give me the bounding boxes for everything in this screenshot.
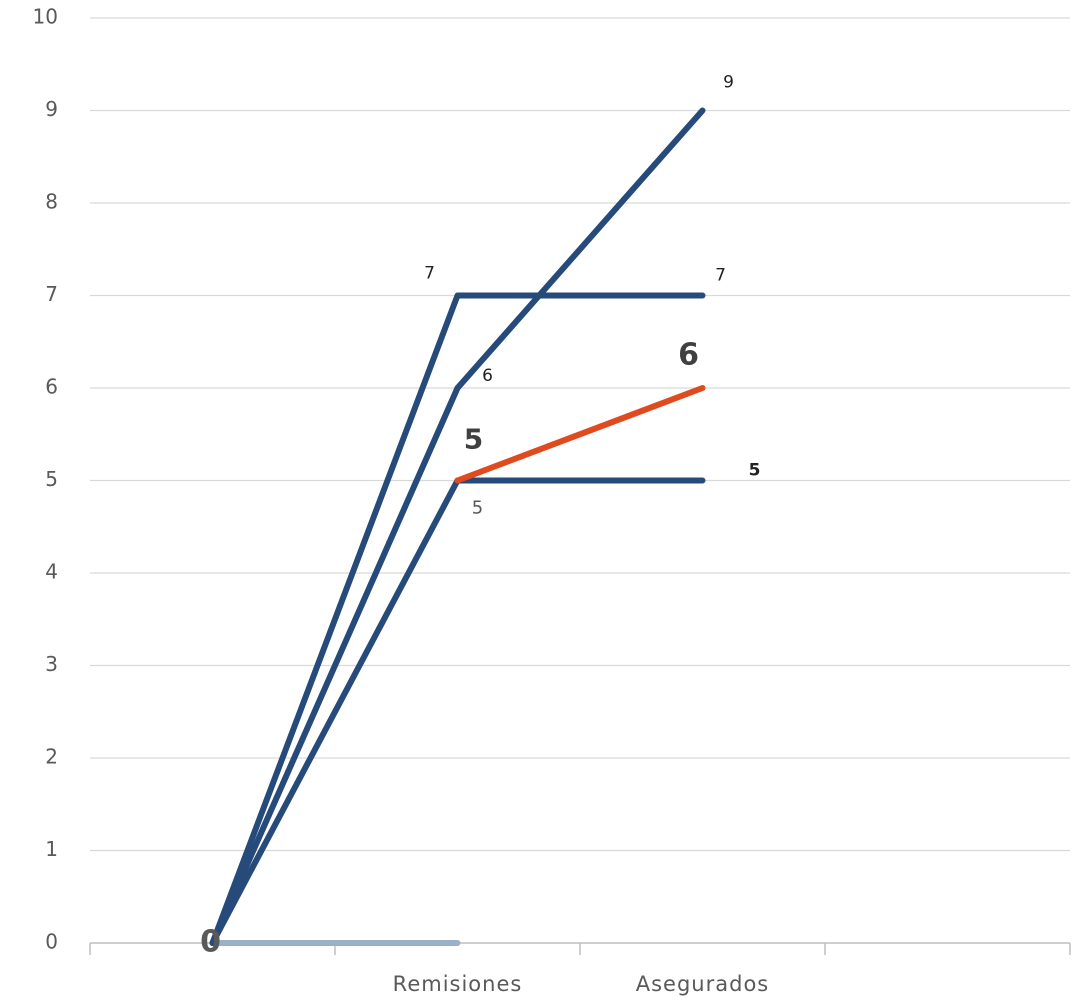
y-tick-label: 0 — [45, 930, 58, 954]
y-tick-label: 6 — [45, 375, 58, 399]
data-label: 9 — [723, 73, 734, 93]
y-tick-label: 10 — [33, 5, 58, 29]
y-tick-label: 3 — [45, 652, 58, 676]
x-tick-label: Remisiones — [393, 972, 523, 996]
data-label: 6 — [678, 338, 699, 373]
y-tick-label: 1 — [45, 837, 58, 861]
data-label: 5 — [472, 498, 483, 519]
line-series — [454, 385, 706, 484]
y-tick-label: 4 — [45, 560, 58, 584]
data-label: 7 — [424, 264, 435, 284]
y-tick-label: 2 — [45, 745, 58, 769]
x-tick-label: Asegurados — [636, 972, 770, 996]
line-series — [209, 292, 706, 946]
data-label: 5 — [464, 423, 483, 456]
y-tick-label: 9 — [45, 97, 58, 121]
data-label: 7 — [715, 266, 726, 286]
line-series — [209, 477, 706, 946]
line-series — [209, 107, 706, 946]
data-label: 6 — [482, 366, 493, 386]
y-tick-label: 5 — [45, 467, 58, 491]
data-label: 5 — [749, 461, 761, 481]
data-label: 0 — [200, 925, 221, 960]
y-tick-label: 8 — [45, 190, 58, 214]
y-tick-label: 7 — [45, 282, 58, 306]
